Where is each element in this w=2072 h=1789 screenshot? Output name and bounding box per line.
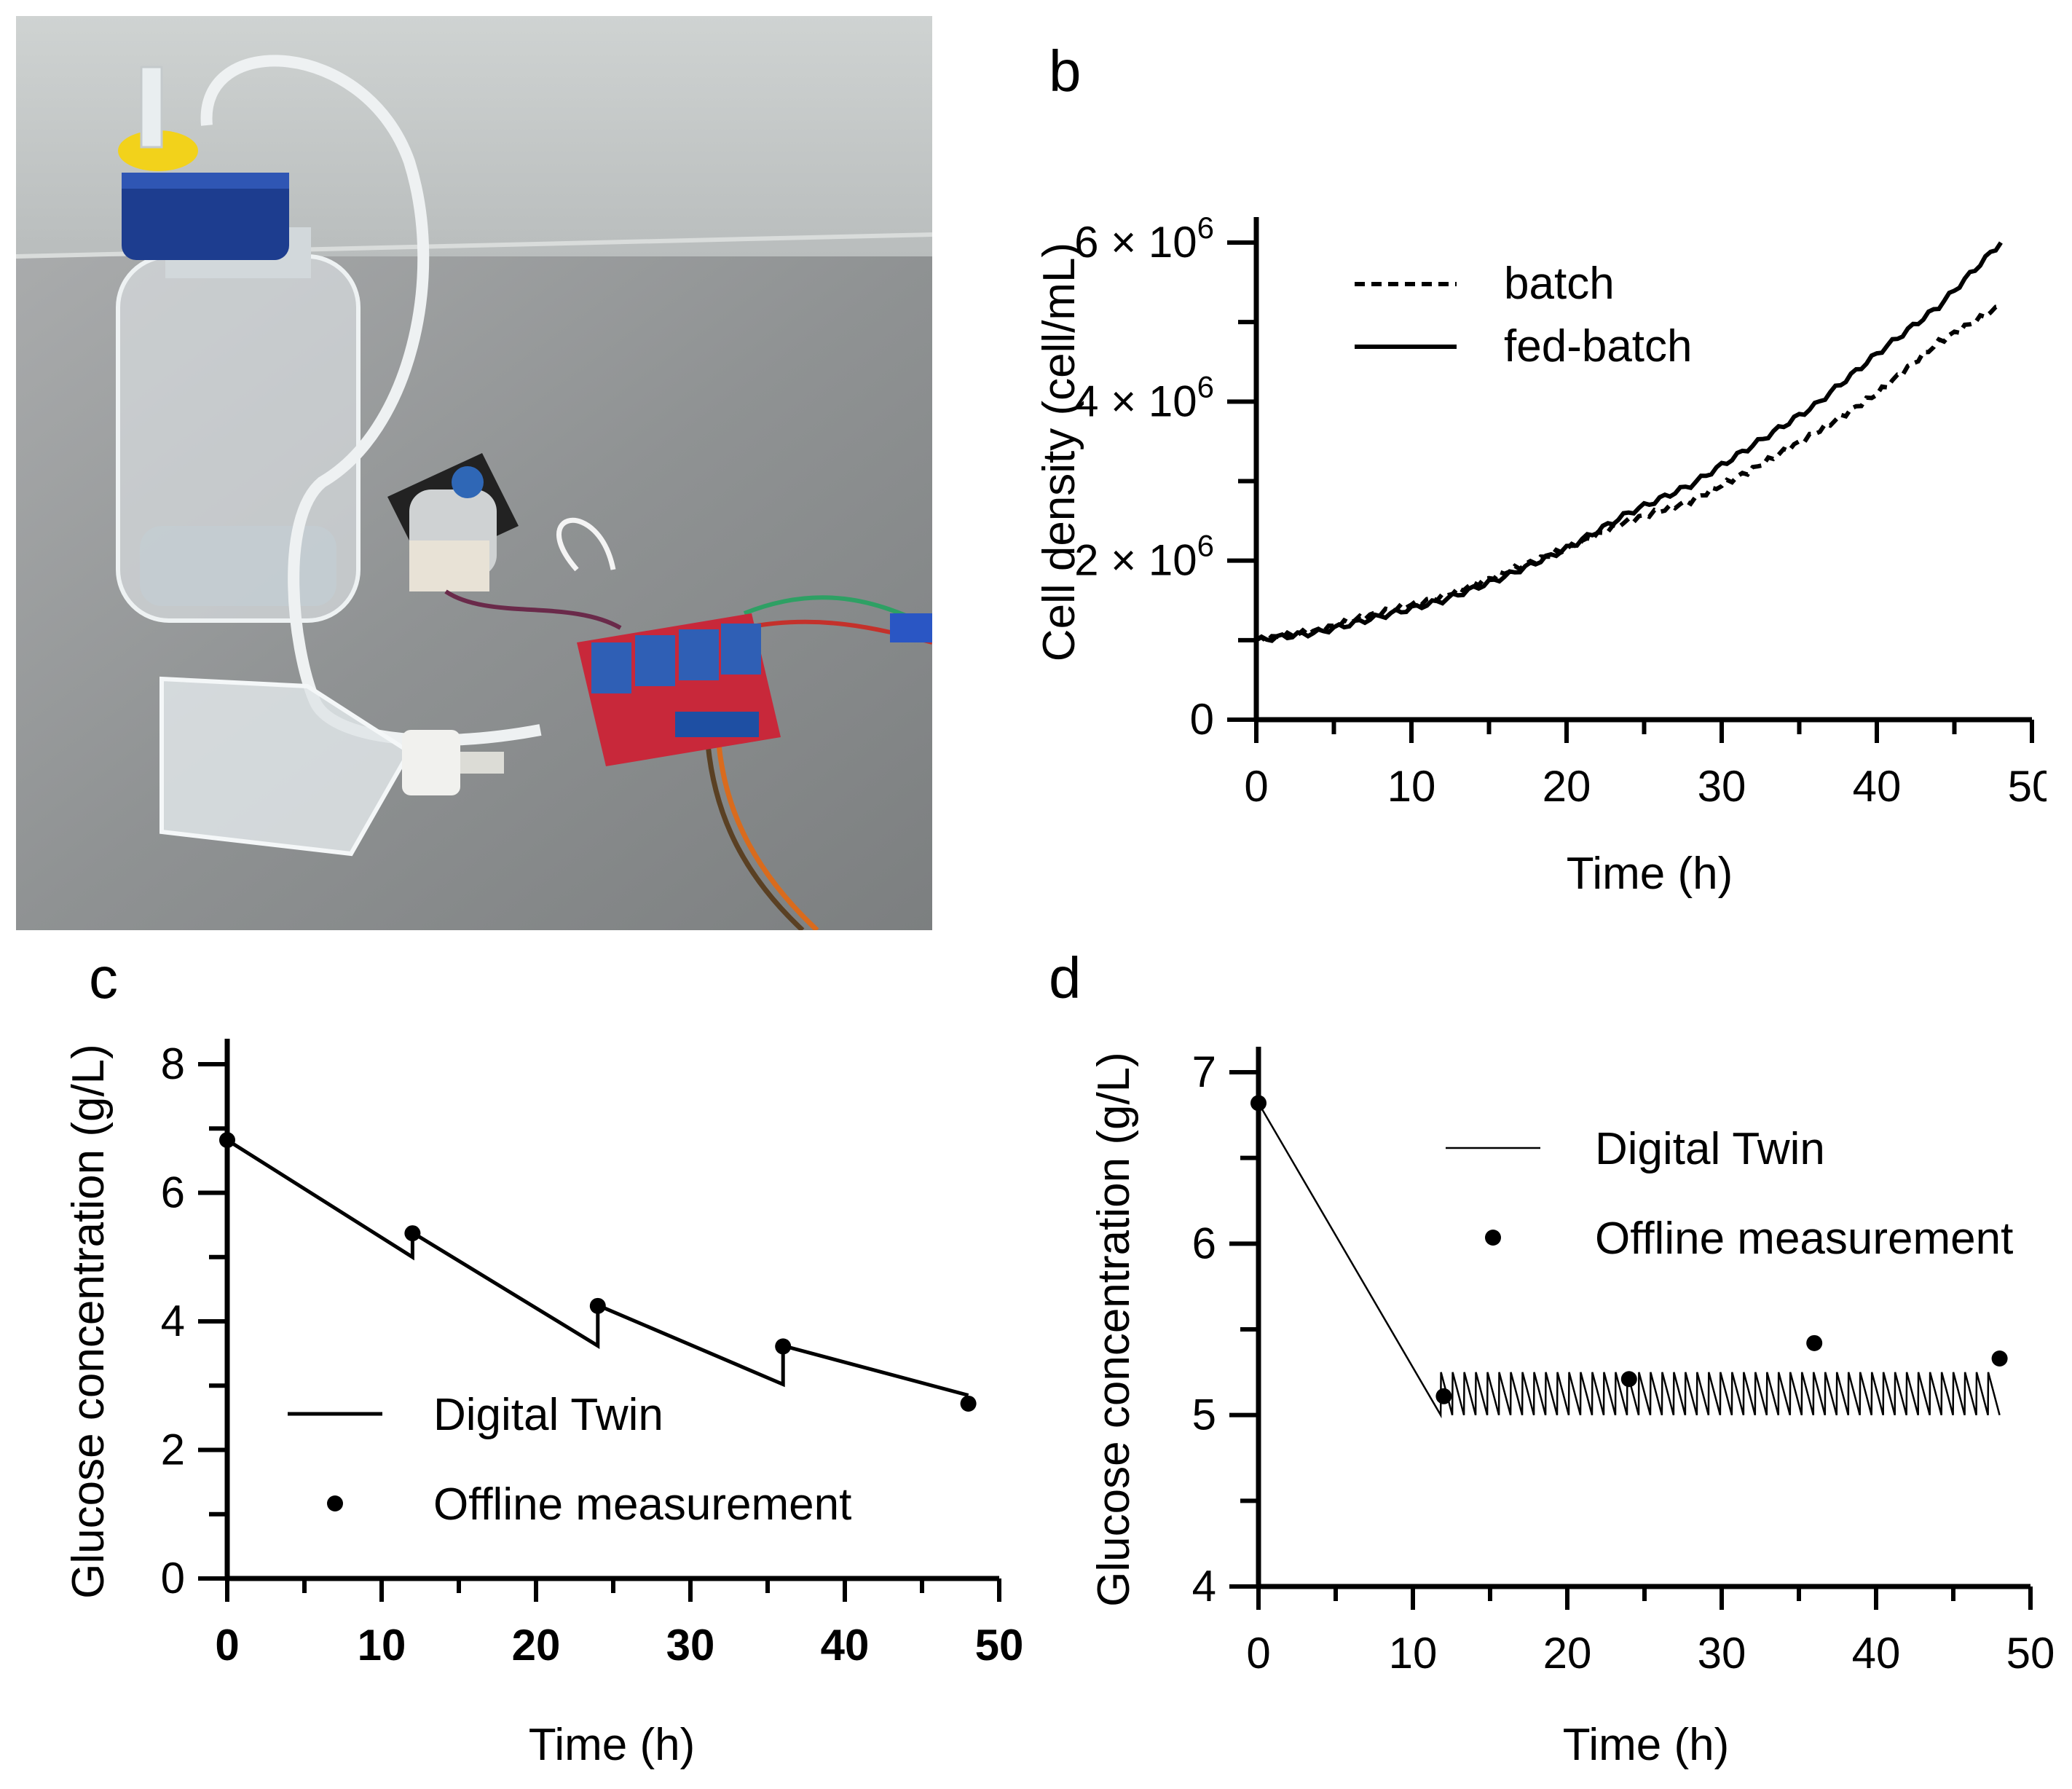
legend-label-digital-twin: Digital Twin bbox=[433, 1390, 663, 1440]
x-tick-label: 20 bbox=[512, 1621, 561, 1670]
legend-c: Digital Twin Offline measurement bbox=[288, 1390, 851, 1530]
data-point bbox=[589, 1297, 606, 1314]
y-tick-label: 4 bbox=[161, 1297, 185, 1345]
jumper-wires bbox=[444, 589, 622, 630]
x-tick-label: 10 bbox=[1389, 1629, 1438, 1678]
data-point bbox=[960, 1395, 977, 1412]
data-point bbox=[219, 1132, 235, 1149]
legend-swatch-offline bbox=[1485, 1230, 1501, 1246]
y-tick-label: 2 bbox=[161, 1426, 185, 1474]
panel-label-c: c bbox=[89, 945, 118, 1010]
series-line-fed-batch bbox=[1255, 241, 2003, 643]
media-bottle bbox=[116, 227, 361, 623]
x-tick-label: 0 bbox=[1244, 762, 1268, 811]
y-tick-label: 4 bbox=[1192, 1562, 1216, 1611]
x-tick-label: 20 bbox=[1543, 1629, 1592, 1678]
data-point bbox=[1806, 1334, 1823, 1351]
x-tick-label: 50 bbox=[2006, 1629, 2054, 1678]
y-tick-label: 6 bbox=[1192, 1219, 1216, 1267]
y-tick-label: 5 bbox=[1192, 1391, 1216, 1439]
y-tick-label: 0 bbox=[161, 1554, 185, 1603]
data-point bbox=[1250, 1095, 1267, 1112]
x-tick-label: 10 bbox=[1387, 762, 1436, 811]
data-point bbox=[404, 1225, 421, 1242]
x-tick-label: 0 bbox=[1246, 1629, 1270, 1678]
legend-b: batch fed-batch bbox=[1355, 259, 1693, 371]
x-tick-label: 40 bbox=[821, 1621, 870, 1670]
y-tick-label: 0 bbox=[1190, 695, 1214, 744]
legend-d: Digital Twin Offline measurement bbox=[1446, 1124, 2013, 1264]
data-point bbox=[1991, 1350, 2008, 1367]
data-point bbox=[1620, 1371, 1637, 1388]
data-point bbox=[1435, 1388, 1452, 1404]
x-tick-label: 30 bbox=[666, 1621, 715, 1670]
x-tick-label: 50 bbox=[2008, 762, 2047, 811]
series-line-digital-twin bbox=[226, 1138, 969, 1397]
x-axis-label-d: Time (h) bbox=[1563, 1720, 1729, 1770]
y-tick-label: 2 × 106 bbox=[1074, 529, 1214, 585]
x-axis-label-c: Time (h) bbox=[529, 1720, 695, 1770]
legend-label-offline: Offline measurement bbox=[1595, 1214, 2013, 1264]
peristaltic-pump bbox=[387, 453, 519, 591]
x-tick-label: 20 bbox=[1543, 762, 1591, 811]
chart-b: 0 10 20 30 40 50 0 2 × 106 4 × 106 6 × 106 batch f… bbox=[1034, 211, 2047, 899]
x-tick-label: 30 bbox=[1698, 1629, 1746, 1678]
y-axis-label-c: Glucose concentration (g/L) bbox=[63, 1044, 114, 1599]
y-tick-label: 4 × 106 bbox=[1074, 369, 1214, 425]
x-axis-label-b: Time (h) bbox=[1567, 849, 1733, 899]
setup-photo bbox=[16, 16, 932, 930]
y-axis-label-d: Glucose concentration (g/L) bbox=[1089, 1052, 1139, 1607]
bottle-cap bbox=[122, 173, 289, 260]
x-tick-label: 40 bbox=[1853, 762, 1902, 811]
y-axis-label-b: Cell density (cell/mL) bbox=[1034, 243, 1084, 661]
cell-culture-flask bbox=[159, 676, 504, 857]
legend-label-offline: Offline measurement bbox=[433, 1479, 851, 1530]
y-tick-label: 8 bbox=[161, 1039, 185, 1088]
relay-module bbox=[577, 613, 781, 766]
x-tick-label: 50 bbox=[975, 1621, 1024, 1670]
x-tick-label: 0 bbox=[215, 1621, 239, 1670]
x-tick-label: 30 bbox=[1698, 762, 1746, 811]
legend-label-batch: batch bbox=[1504, 259, 1615, 309]
legend-label-fed-batch: fed-batch bbox=[1504, 321, 1693, 371]
data-point bbox=[775, 1338, 792, 1355]
syringe-filter bbox=[118, 66, 198, 171]
y-tick-label: 6 bbox=[161, 1168, 185, 1217]
y-tick-label: 7 bbox=[1192, 1047, 1216, 1096]
panel-label-d: d bbox=[1049, 945, 1082, 1010]
chart-c: 0 10 20 30 40 50 0 2 4 6 8 Digital Twin Offline mea… bbox=[63, 1039, 1024, 1770]
x-tick-label: 40 bbox=[1852, 1629, 1901, 1678]
y-tick-label: 6 × 106 bbox=[1074, 211, 1214, 267]
panel-label-b: b bbox=[1049, 39, 1082, 103]
legend-swatch-offline bbox=[327, 1495, 343, 1511]
legend-label-digital-twin: Digital Twin bbox=[1595, 1124, 1825, 1174]
series-line-digital-twin bbox=[1257, 1102, 2001, 1419]
x-tick-label: 10 bbox=[358, 1621, 406, 1670]
chart-d: 0 10 20 30 40 50 4 5 6 7 Digital Twin Offline meas… bbox=[1089, 1047, 2054, 1770]
